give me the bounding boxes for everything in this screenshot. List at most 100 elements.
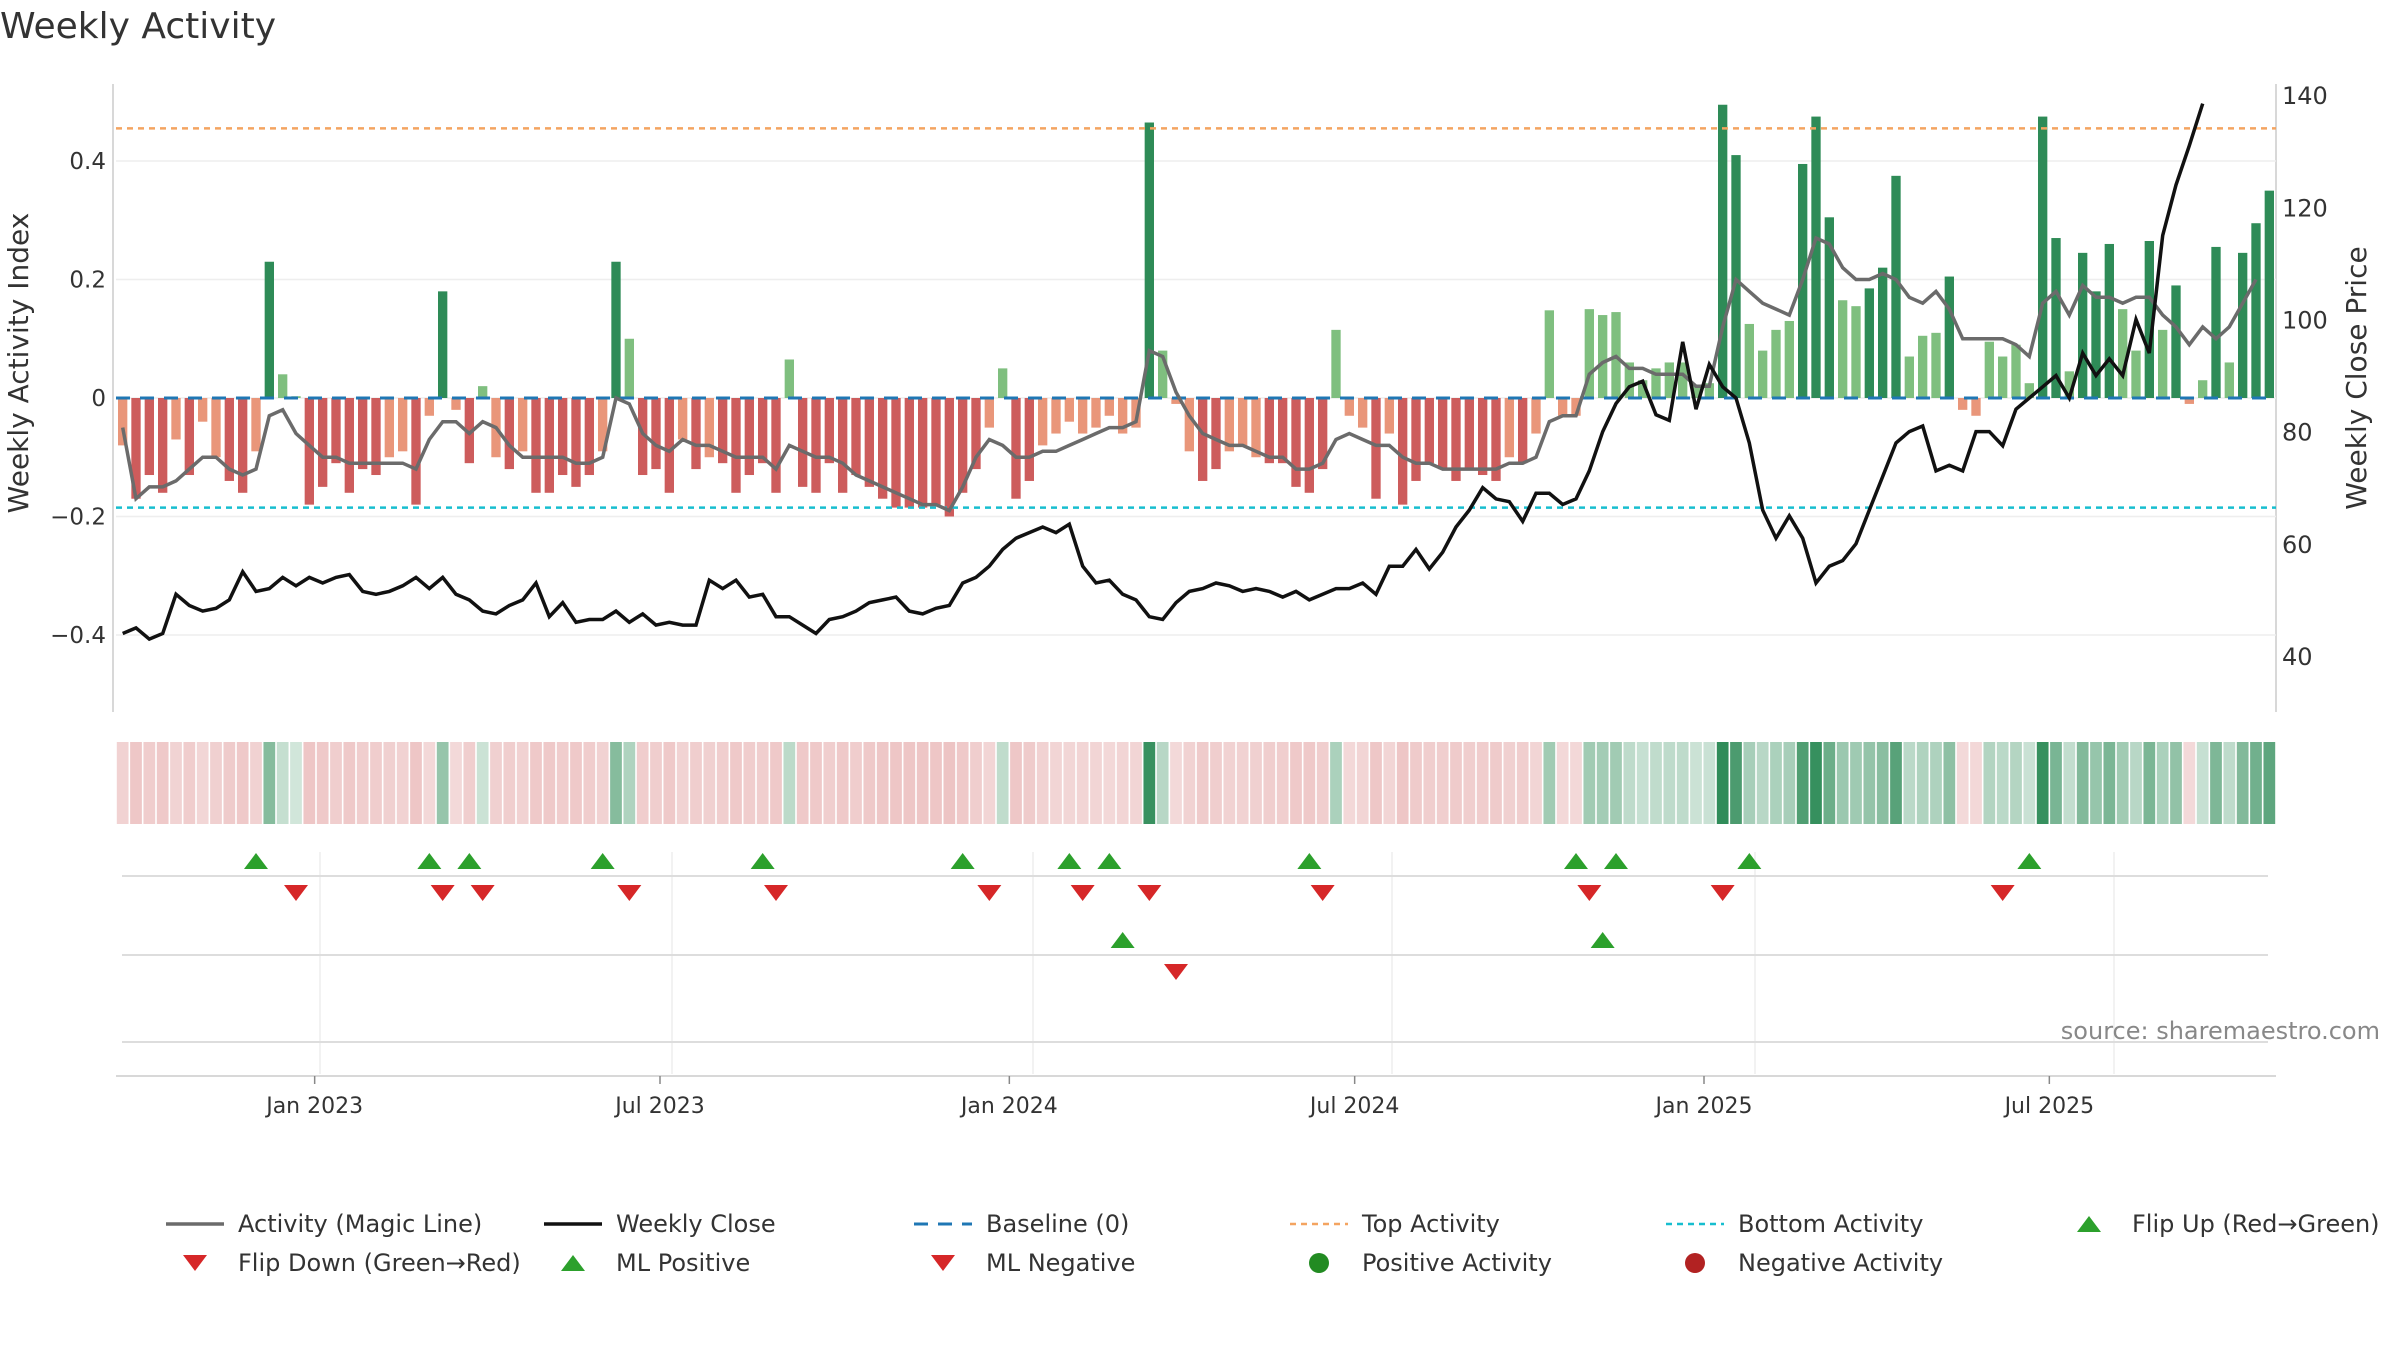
activity-bar [2251,223,2261,398]
heatmap-cell [1423,742,1436,824]
activity-bar [1238,398,1248,446]
activity-bar [1198,398,1208,481]
activity-bar [1278,398,1288,464]
activity-bar [1771,329,1781,398]
heatmap-cell [2210,742,2222,824]
heatmap-cell [1610,742,1622,824]
heatmap-cell [796,742,809,824]
activity-bar [1304,398,1314,493]
heatmap-cell [2250,742,2262,824]
y-right-tick-label: 140 [2282,82,2328,110]
flip-up-marker [1057,853,1082,869]
flip-down-marker [1990,885,2015,901]
flip-up-marker [1737,853,1762,869]
heatmap-cell [383,742,396,824]
legend-swatch [2077,1216,2101,1232]
x-tick-label: Jul 2023 [613,1094,705,1119]
activity-bar [2064,371,2074,398]
heatmap-cell [1343,742,1356,824]
activity-bar [1171,398,1181,404]
flip-down-marker [977,885,1002,901]
legend-label: Positive Activity [1362,1249,1552,1277]
heatmap-cell [1516,742,1529,824]
heatmap-cell [1463,742,1476,824]
activity-bar [411,398,421,505]
activity-bar [1984,341,1994,398]
chart-title: Weekly Activity [0,6,277,47]
activity-bar [691,398,701,470]
heatmap-cell [1303,742,1316,824]
activity-bar [1104,398,1114,416]
heatmap-cell [2010,742,2022,824]
legend-label: Bottom Activity [1738,1210,1923,1238]
heatmap-cell [996,742,1009,824]
flip-up-marker [1297,853,1322,869]
heatmap-cell [1490,742,1502,824]
heatmap-cell [970,742,982,824]
flip-down-marker [470,885,495,901]
activity-bar [118,398,128,446]
heatmap-cell [1383,742,1396,824]
activity-bar [1318,398,1328,470]
heatmap-cell [1956,742,1969,824]
activity-bar [1078,398,1088,434]
heatmap-cell [1410,742,1422,824]
heatmap-cell [1156,742,1169,824]
heatmap-cell [223,742,236,824]
activity-bar [1678,362,1688,398]
heatmap-cell [1636,742,1649,824]
activity-bar [1118,398,1128,434]
heatmap-cell [1863,742,1876,824]
heatmap-cell [1396,742,1409,824]
legend-swatch [931,1255,955,1271]
activity-bar [1224,398,1234,452]
activity-bar [384,398,394,458]
heatmap-cell [1623,742,1636,824]
activity-bar [358,398,368,470]
activity-bar [158,398,168,493]
y-right-tick-label: 100 [2282,307,2328,335]
activity-bar [478,386,488,398]
activity-bar [1158,350,1168,398]
heatmap-cell [1570,742,1582,824]
activity-bar [1251,398,1261,458]
activity-bar [1691,386,1701,398]
activity-bar [731,398,741,493]
heatmap-cell [836,742,849,824]
heatmap-cell [463,742,476,824]
activity-bar [2011,344,2021,398]
flip-up-marker [750,853,775,869]
heatmap-cell [676,742,689,824]
flip-down-marker [1577,885,1602,901]
activity-bar [1531,398,1541,434]
flip-down-marker [1310,885,1335,901]
flip-up-marker [1604,853,1628,869]
activity-bar [2198,380,2208,398]
y-right-axis-label: Weekly Close Price [2340,246,2373,509]
activity-bar [251,398,261,452]
activity-bar [1824,217,1834,398]
legend-label: Baseline (0) [986,1210,1129,1238]
heatmap-cell [1183,742,1196,824]
x-tick-label: Jan 2024 [959,1094,1058,1119]
activity-bar [638,398,648,476]
heatmap-cell [1730,742,1742,824]
activity-bar [184,398,194,476]
heatmap-cell [2103,742,2116,824]
activity-bar [998,368,1008,398]
activity-bar [2144,241,2154,398]
flip-down-marker [284,885,308,901]
heatmap-cell [903,742,916,824]
heatmap-cell [1036,742,1049,824]
activity-bar [918,398,928,508]
heatmap-cell [1503,742,1516,824]
heatmap-cell [1690,742,1702,824]
activity-bar [904,398,914,508]
activity-bar [2051,238,2061,398]
heatmap-cell [1236,742,1249,824]
activity-bar [2224,362,2234,398]
legend-label: ML Positive [616,1249,750,1277]
activity-bar [344,398,354,493]
heatmap-cell [2170,742,2182,824]
activity-bar [2078,252,2088,398]
